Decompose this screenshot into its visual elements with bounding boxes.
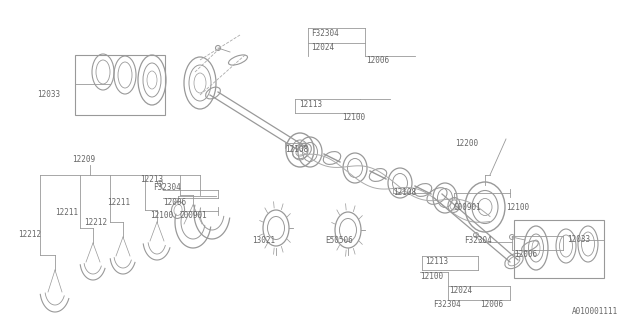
Text: A01O001111: A01O001111 (572, 307, 618, 316)
Text: 12209: 12209 (72, 155, 95, 164)
Text: 12113: 12113 (299, 100, 322, 109)
Text: F32304: F32304 (433, 300, 461, 309)
Text: 12100: 12100 (506, 203, 529, 212)
Text: 12108: 12108 (285, 145, 308, 154)
Text: 12213: 12213 (140, 175, 163, 184)
Text: 12024: 12024 (449, 286, 472, 295)
Text: 12033: 12033 (567, 235, 590, 244)
Text: 12100: 12100 (150, 211, 173, 220)
Text: 12212: 12212 (18, 230, 41, 239)
Text: F32304: F32304 (153, 183, 180, 192)
Text: 12100: 12100 (342, 113, 365, 122)
Bar (514, 220, 604, 278)
Text: 12006: 12006 (480, 300, 503, 309)
Text: 12006: 12006 (366, 56, 389, 65)
Text: 12211: 12211 (55, 208, 78, 217)
Text: F32304: F32304 (464, 236, 492, 245)
Text: 12113: 12113 (425, 257, 448, 266)
Text: 12212: 12212 (84, 218, 107, 227)
Text: 13021: 13021 (252, 236, 275, 245)
Text: 12211: 12211 (107, 198, 130, 207)
Text: C00901: C00901 (180, 211, 208, 220)
Text: 12100: 12100 (420, 272, 443, 281)
Text: C00901: C00901 (453, 203, 481, 212)
Text: 12006: 12006 (514, 250, 537, 259)
Text: E50506: E50506 (325, 236, 353, 245)
Bar (75, 55, 165, 115)
Text: 12108: 12108 (393, 188, 416, 197)
Text: 12033: 12033 (37, 90, 60, 99)
Text: 12200: 12200 (455, 139, 478, 148)
Text: F32304: F32304 (311, 29, 339, 38)
Text: 12024: 12024 (311, 43, 334, 52)
Text: 12006: 12006 (163, 198, 186, 207)
